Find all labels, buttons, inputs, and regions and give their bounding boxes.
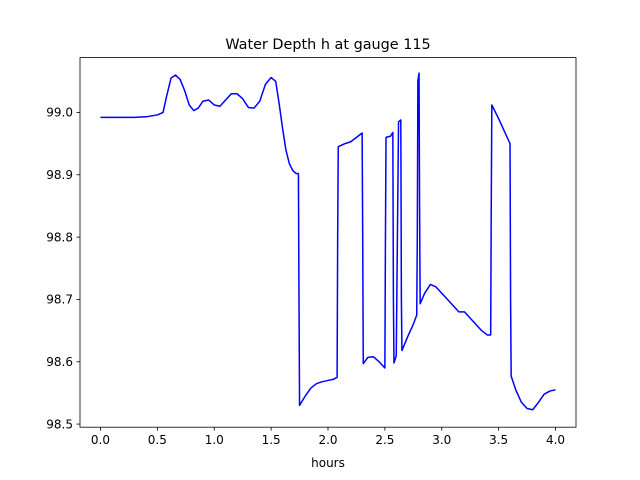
y-tick-label: 98.6 [46,355,73,369]
x-tick-label: 1.0 [205,433,224,447]
y-axis: 98.5 98.6 98.7 98.8 98.9 99.0 [46,106,80,431]
y-tick-label: 98.9 [46,168,73,182]
plot-area [100,72,556,411]
x-tick-label: 2.0 [318,433,337,447]
x-tick-label: 0.5 [148,433,167,447]
y-tick-label: 98.8 [46,230,73,244]
x-tick-label: 3.0 [432,433,451,447]
y-tick-label: 98.7 [46,293,73,307]
x-tick-label: 1.5 [262,433,281,447]
axes-frame [79,57,577,428]
x-axis: 0.0 0.5 1.0 1.5 2.0 2.5 3.0 3.5 4.0 [91,427,565,447]
y-tick-label: 99.0 [46,106,73,120]
chart-title: Water Depth h at gauge 115 [225,37,430,53]
x-tick-label: 3.5 [489,433,508,447]
y-tick-label: 98.5 [46,417,73,431]
x-tick-label: 2.5 [375,433,394,447]
x-axis-label: hours [311,456,345,470]
x-tick-label: 0.0 [91,433,110,447]
x-tick-label: 4.0 [546,433,565,447]
series-line-0 [100,72,556,411]
